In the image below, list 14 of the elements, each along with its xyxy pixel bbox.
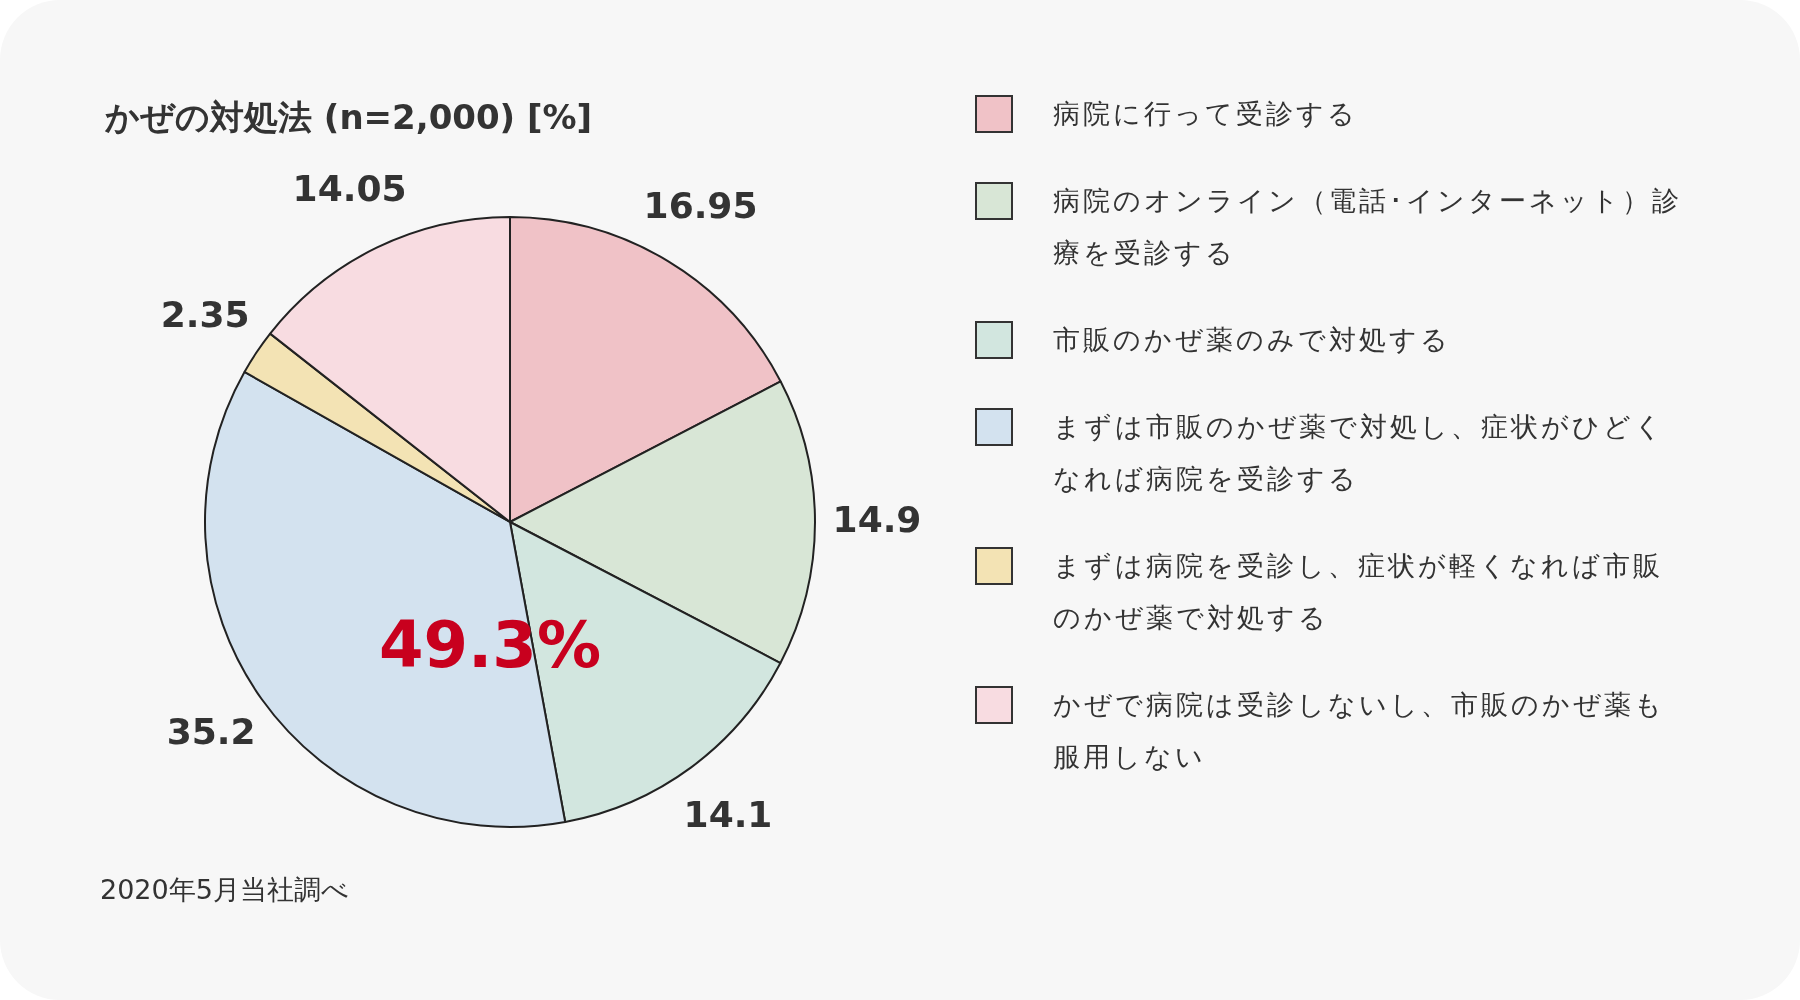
legend-label: 病院のオンライン（電話･インターネット）診療を受診する: [1053, 184, 1683, 270]
legend-label: まずは病院を受診し、症状が軽くなれば市販のかぜ薬で対処する: [1053, 549, 1664, 635]
legend-label: まずは市販のかぜ薬で対処し、症状がひどくなれば病院を受診する: [1053, 410, 1666, 496]
data-label: 2.35: [160, 294, 250, 336]
legend-label: かぜで病院は受診しないし、市販のかぜ薬も服用しない: [1053, 688, 1666, 774]
legend-label: 市販のかぜ薬のみで対処する: [1053, 323, 1451, 357]
data-label: 14.05: [292, 168, 407, 210]
data-label: 14.1: [683, 793, 773, 835]
text: 2020年5月当社調べ: [100, 873, 349, 907]
legend-label: 病院に行って受診する: [1053, 97, 1358, 131]
chart-title: かぜの対処法 (n=2,000) [%]: [105, 96, 593, 139]
data-label: 16.95: [643, 184, 758, 226]
data-label: 14.9: [832, 498, 922, 540]
data-label: 35.2: [166, 711, 256, 753]
